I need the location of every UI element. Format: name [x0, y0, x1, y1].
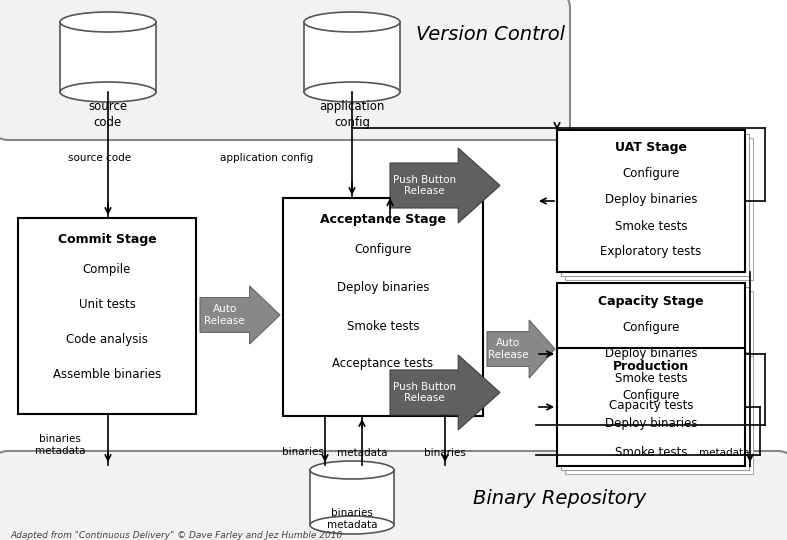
Text: source
code: source code: [88, 100, 127, 129]
Text: Adapted from "Continuous Delivery" © Dave Farley and Jez Humble 2010: Adapted from "Continuous Delivery" © Dav…: [10, 530, 342, 539]
Polygon shape: [60, 22, 156, 92]
Text: Deploy binaries: Deploy binaries: [337, 281, 429, 294]
Text: Assemble binaries: Assemble binaries: [53, 368, 161, 381]
Text: Code analysis: Code analysis: [66, 334, 148, 347]
Text: binaries
metadata: binaries metadata: [35, 434, 85, 456]
Bar: [561, 352, 749, 470]
Bar: [565, 138, 753, 280]
Text: binaries
metadata: binaries metadata: [327, 508, 377, 530]
Text: Deploy binaries: Deploy binaries: [604, 347, 697, 360]
Text: Production: Production: [613, 360, 689, 373]
Text: metadata: metadata: [700, 448, 750, 458]
Ellipse shape: [304, 82, 400, 102]
Text: UAT Stage: UAT Stage: [615, 141, 687, 154]
Ellipse shape: [310, 461, 394, 479]
Text: Auto
Release: Auto Release: [205, 304, 245, 326]
FancyBboxPatch shape: [0, 451, 787, 540]
Text: Capacity tests: Capacity tests: [609, 399, 693, 411]
FancyBboxPatch shape: [0, 0, 570, 140]
Text: Configure: Configure: [623, 389, 680, 402]
Text: Smoke tests: Smoke tests: [347, 320, 419, 333]
Text: Acceptance Stage: Acceptance Stage: [320, 213, 446, 226]
Text: Configure: Configure: [623, 321, 680, 334]
Text: Deploy binaries: Deploy binaries: [604, 417, 697, 430]
Text: metadata: metadata: [337, 448, 387, 458]
Text: Exploratory tests: Exploratory tests: [600, 246, 702, 259]
Bar: [557, 130, 745, 272]
Bar: [561, 134, 749, 276]
Text: Acceptance tests: Acceptance tests: [332, 357, 434, 370]
Text: source code: source code: [68, 153, 131, 163]
Text: Push Button
Release: Push Button Release: [393, 175, 456, 197]
Text: Smoke tests: Smoke tests: [615, 446, 687, 458]
Bar: [557, 283, 745, 425]
Text: application
config: application config: [320, 100, 385, 129]
Bar: [565, 291, 753, 433]
Text: Unit tests: Unit tests: [79, 299, 135, 312]
Polygon shape: [487, 320, 555, 378]
Text: Binary Repository: Binary Repository: [474, 489, 647, 509]
Ellipse shape: [60, 12, 156, 32]
Polygon shape: [200, 286, 280, 344]
Bar: [18, 218, 196, 414]
Text: Smoke tests: Smoke tests: [615, 373, 687, 386]
Polygon shape: [390, 148, 500, 223]
Bar: [557, 348, 745, 466]
Text: binaries: binaries: [282, 447, 324, 457]
Polygon shape: [390, 355, 500, 430]
Text: Deploy binaries: Deploy binaries: [604, 193, 697, 206]
Polygon shape: [310, 470, 394, 525]
Ellipse shape: [304, 12, 400, 32]
Bar: [565, 356, 753, 474]
Polygon shape: [304, 22, 400, 92]
Ellipse shape: [60, 82, 156, 102]
Text: Capacity Stage: Capacity Stage: [598, 294, 704, 307]
Text: Compile: Compile: [83, 264, 131, 276]
Bar: [561, 287, 749, 429]
Text: Smoke tests: Smoke tests: [615, 219, 687, 233]
Text: Push Button
Release: Push Button Release: [393, 382, 456, 403]
Text: Auto
Release: Auto Release: [488, 338, 528, 360]
Text: Commit Stage: Commit Stage: [57, 233, 157, 246]
Text: Configure: Configure: [623, 167, 680, 180]
Text: Version Control: Version Control: [416, 25, 564, 44]
Text: binaries: binaries: [424, 448, 466, 458]
Ellipse shape: [310, 516, 394, 534]
Text: application config: application config: [220, 153, 313, 163]
Text: Configure: Configure: [354, 244, 412, 256]
Bar: [283, 198, 483, 416]
